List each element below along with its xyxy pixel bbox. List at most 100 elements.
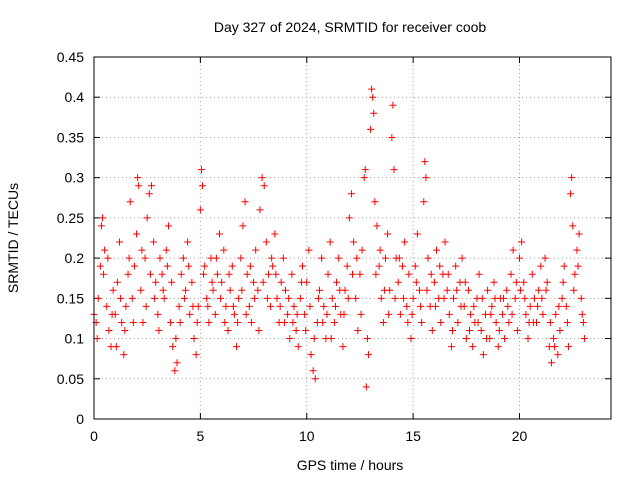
data-point	[229, 302, 237, 310]
data-point	[411, 262, 419, 270]
data-point	[242, 310, 250, 318]
data-point	[364, 351, 372, 359]
data-point	[177, 270, 185, 278]
data-point	[483, 335, 491, 343]
data-point	[286, 335, 294, 343]
data-point	[293, 310, 301, 318]
data-point	[310, 335, 318, 343]
data-point	[443, 286, 451, 294]
data-point	[379, 318, 387, 326]
data-point	[319, 318, 327, 326]
data-point	[353, 254, 361, 262]
data-point	[309, 367, 317, 375]
data-point	[349, 270, 356, 278]
data-point	[390, 166, 398, 174]
data-point	[175, 302, 183, 310]
data-point	[404, 318, 412, 326]
data-point	[101, 246, 109, 254]
data-point	[385, 310, 393, 318]
data-point	[262, 238, 270, 246]
data-point	[224, 327, 232, 335]
data-point	[103, 302, 111, 310]
data-point	[503, 286, 511, 294]
data-point	[579, 318, 587, 326]
data-point	[97, 222, 105, 230]
axis-ticks: 0 0.05 0.1 0.15 0.2 0.25 0.3 0.35 0.4 0.45 0 5 10 15 2…	[57, 49, 611, 444]
data-point	[433, 246, 441, 254]
data-point	[474, 318, 482, 326]
data-point	[255, 327, 263, 335]
data-point	[376, 246, 384, 254]
data-point	[394, 278, 402, 286]
data-point	[396, 310, 404, 318]
data-point	[164, 222, 172, 230]
data-point	[150, 238, 158, 246]
data-point	[109, 286, 117, 294]
data-point	[372, 270, 380, 278]
data-point	[452, 262, 460, 270]
data-point	[547, 359, 555, 367]
data-point	[305, 246, 313, 254]
data-point	[336, 286, 344, 294]
data-point	[254, 286, 262, 294]
data-point	[578, 310, 586, 318]
data-point	[509, 246, 517, 254]
data-point	[199, 182, 207, 190]
data-point	[297, 278, 305, 286]
data-point	[528, 270, 536, 278]
data-point	[280, 318, 288, 326]
data-point	[573, 246, 581, 254]
data-point	[273, 294, 281, 302]
data-point	[143, 214, 151, 222]
data-point	[260, 182, 268, 190]
data-point	[362, 383, 370, 391]
data-point	[444, 270, 452, 278]
data-point	[218, 278, 226, 286]
data-point	[487, 310, 495, 318]
y-tick-label: 0.35	[57, 129, 84, 145]
data-point	[420, 198, 428, 206]
data-point	[113, 278, 121, 286]
data-point	[560, 262, 568, 270]
data-point	[299, 262, 307, 270]
data-point	[145, 190, 153, 198]
data-point	[517, 286, 525, 294]
data-point	[457, 302, 465, 310]
data-point	[461, 278, 469, 286]
data-point	[234, 318, 242, 326]
data-point	[467, 310, 475, 318]
plot-frame	[93, 56, 612, 420]
data-point	[505, 318, 513, 326]
data-point	[554, 351, 562, 359]
data-point	[320, 302, 328, 310]
data-point	[250, 278, 258, 286]
data-point	[347, 190, 355, 198]
data-point	[371, 198, 379, 206]
data-point	[259, 278, 267, 286]
data-point	[335, 254, 343, 262]
data-point	[197, 166, 205, 174]
data-point	[171, 367, 179, 375]
data-point	[357, 310, 365, 318]
data-point	[151, 294, 159, 302]
data-point	[530, 294, 538, 302]
data-point	[264, 270, 272, 278]
data-point	[427, 270, 435, 278]
data-point	[142, 302, 150, 310]
data-point	[381, 254, 389, 262]
data-point	[375, 262, 383, 270]
data-point	[462, 335, 470, 343]
data-point	[211, 310, 219, 318]
data-point	[296, 294, 304, 302]
data-point	[522, 310, 530, 318]
data-point	[564, 343, 572, 351]
data-point	[130, 262, 138, 270]
data-point	[574, 262, 582, 270]
data-point	[479, 351, 487, 359]
y-tick-label: 0.3	[65, 170, 85, 186]
data-point	[302, 327, 310, 335]
data-point	[121, 327, 129, 335]
data-point	[99, 214, 107, 222]
data-point	[238, 286, 246, 294]
